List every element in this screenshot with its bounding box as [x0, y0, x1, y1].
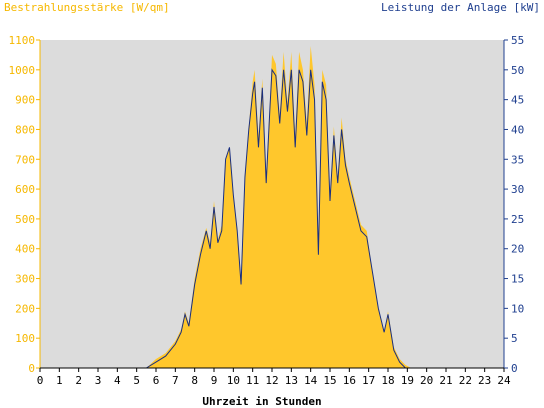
left-tick-label: 1000 [9, 64, 36, 77]
left-tick-label: 1100 [9, 34, 36, 47]
x-axis-title: Uhrzeit in Stunden [202, 395, 321, 408]
right-axis-title: Leistung der Anlage [kW] [381, 1, 540, 14]
x-tick-label: 4 [114, 374, 121, 387]
x-tick-label: 22 [459, 374, 472, 387]
right-tick-label: 30 [511, 183, 524, 196]
right-tick-label: 45 [511, 94, 524, 107]
x-tick-label: 20 [420, 374, 433, 387]
x-tick-label: 18 [381, 374, 394, 387]
right-tick-label: 20 [511, 243, 524, 256]
left-tick-label: 0 [28, 362, 35, 375]
x-tick-label: 5 [133, 374, 140, 387]
right-tick-label: 10 [511, 302, 524, 315]
x-tick-label: 8 [191, 374, 198, 387]
x-tick-label: 7 [172, 374, 179, 387]
x-tick-label: 15 [323, 374, 336, 387]
left-tick-label: 100 [15, 332, 35, 345]
x-tick-label: 21 [439, 374, 452, 387]
irradiance-area [146, 45, 423, 369]
x-tick-label: 3 [95, 374, 102, 387]
power-line [146, 68, 423, 369]
left-tick-label: 400 [15, 243, 35, 256]
x-tick-label: 24 [497, 374, 511, 387]
x-tick-label: 12 [265, 374, 278, 387]
x-tick-label: 9 [211, 374, 218, 387]
right-tick-label: 55 [511, 34, 524, 47]
right-tick-label: 35 [511, 153, 524, 166]
x-tick-label: 23 [478, 374, 491, 387]
right-tick-label: 5 [511, 332, 518, 345]
x-tick-label: 1 [56, 374, 63, 387]
x-tick-label: 2 [75, 374, 82, 387]
x-tick-label: 16 [343, 374, 356, 387]
left-tick-label: 700 [15, 153, 35, 166]
right-tick-label: 50 [511, 64, 524, 77]
right-tick-label: 15 [511, 273, 524, 286]
left-tick-label: 900 [15, 94, 35, 107]
left-tick-label: 600 [15, 183, 35, 196]
right-tick-label: 25 [511, 213, 524, 226]
x-tick-label: 10 [227, 374, 240, 387]
x-tick-label: 0 [37, 374, 44, 387]
left-tick-label: 500 [15, 213, 35, 226]
right-tick-label: 0 [511, 362, 518, 375]
x-tick-label: 19 [401, 374, 414, 387]
left-tick-label: 200 [15, 302, 35, 315]
left-tick-label: 800 [15, 123, 35, 136]
x-tick-label: 14 [304, 374, 318, 387]
x-tick-label: 17 [362, 374, 375, 387]
left-axis-title: Bestrahlungsstärke [W/qm] [4, 1, 170, 14]
x-tick-label: 11 [246, 374, 259, 387]
x-tick-label: 13 [285, 374, 298, 387]
left-tick-label: 300 [15, 273, 35, 286]
x-tick-label: 6 [153, 374, 160, 387]
right-tick-label: 40 [511, 123, 524, 136]
